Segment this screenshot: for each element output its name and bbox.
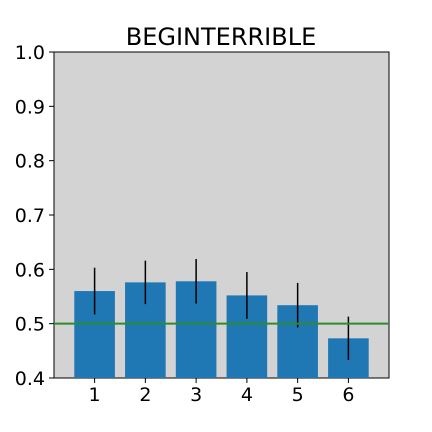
x-tick-label-6: 6 xyxy=(342,384,354,406)
y-tick-label-1.0: 1.0 xyxy=(15,42,45,64)
chart-title: BEGINTERRIBLE xyxy=(126,23,317,51)
x-tick-label-4: 4 xyxy=(241,384,253,406)
x-tick-label-3: 3 xyxy=(190,384,202,406)
x-tick-label-1: 1 xyxy=(89,384,101,406)
y-tick-label-0.6: 0.6 xyxy=(15,259,45,281)
x-axis: 1 2 3 4 5 6 xyxy=(89,378,354,406)
y-tick-label-0.7: 0.7 xyxy=(15,205,45,227)
y-axis: 0.4 0.5 0.6 0.7 0.8 0.9 1.0 xyxy=(15,42,54,390)
y-tick-label-0.4: 0.4 xyxy=(15,368,45,390)
x-tick-label-2: 2 xyxy=(139,384,151,406)
x-tick-label-5: 5 xyxy=(292,384,304,406)
error-bars-group xyxy=(93,259,350,361)
y-tick-label-0.8: 0.8 xyxy=(15,151,45,173)
y-tick-label-0.9: 0.9 xyxy=(15,96,45,118)
y-tick-label-0.5: 0.5 xyxy=(15,314,45,336)
